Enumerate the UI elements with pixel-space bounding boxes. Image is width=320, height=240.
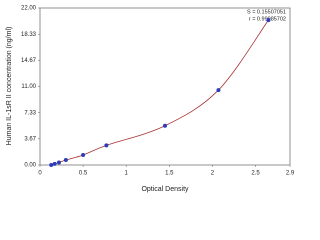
point [163, 123, 167, 128]
y-tick-label: 14.67 [21, 58, 37, 64]
y-tick-label: 22.00 [21, 6, 37, 12]
point [81, 153, 86, 158]
x-tick-label: 2 [211, 171, 215, 177]
y-tick-label: 0.00 [24, 163, 36, 169]
y-tick-label: 11.00 [21, 84, 36, 90]
x-tick-label: 2.5 [251, 171, 260, 177]
annotation: S = 0.15507051 [247, 9, 286, 15]
y-axis-label: Human IL-1sR II concentration (ng/ml) [6, 27, 13, 146]
x-axis-label: Optical Density [141, 186, 189, 193]
point [104, 143, 109, 148]
point [63, 158, 68, 163]
x-tick-label: 1 [125, 171, 129, 177]
point [266, 18, 271, 23]
point [52, 161, 57, 166]
plot-frame [39, 7, 291, 166]
chart: Optical Density Human IL-1sR II concentr… [6, 6, 295, 193]
y-tick-label: 18.33 [21, 32, 37, 38]
x-tick-label: 2.9 [286, 171, 295, 177]
x-tick-label: 0.5 [79, 171, 88, 177]
x-tick-label: 0 [38, 171, 42, 177]
y-tick-label: 3.67 [24, 136, 36, 142]
y-tick-label: 7.33 [24, 110, 36, 116]
x-tick-label: 1.5 [165, 171, 174, 177]
point [56, 160, 61, 165]
point [49, 163, 54, 167]
point [216, 88, 221, 93]
